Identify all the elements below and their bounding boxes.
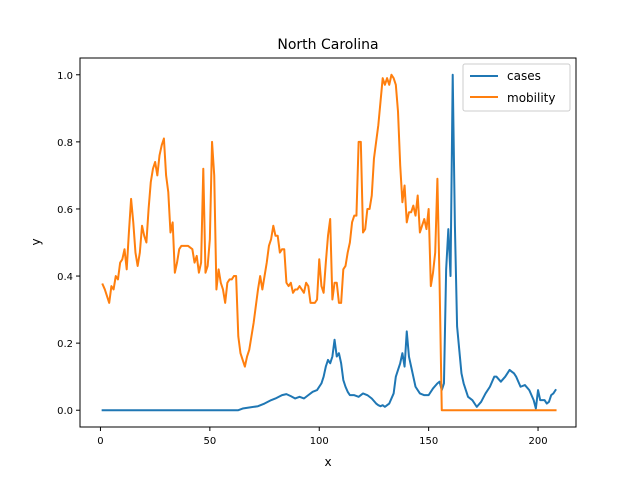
legend-label-cases: cases — [507, 69, 541, 83]
x-axis-label: x — [324, 455, 331, 469]
y-axis-label: y — [29, 238, 43, 245]
series-lines — [101, 73, 557, 412]
legend-label-mobility: mobility — [507, 91, 555, 105]
y-tick-label: 0.8 — [57, 138, 73, 149]
x-axis: 0 50 100 150 200 — [97, 427, 548, 447]
y-tick-label: 0.2 — [57, 339, 73, 350]
x-tick-label: 100 — [310, 436, 329, 447]
y-tick-label: 0.0 — [57, 406, 73, 417]
x-tick-label: 200 — [528, 436, 547, 447]
y-tick-label: 0.4 — [57, 272, 73, 283]
x-tick-label: 50 — [203, 436, 216, 447]
y-tick-label: 1.0 — [57, 71, 73, 82]
series-line-cases — [101, 73, 557, 412]
legend: cases mobility — [462, 63, 571, 112]
x-tick-label: 0 — [97, 436, 103, 447]
series-line-mobility — [101, 73, 557, 412]
chart-title: North Carolina — [277, 37, 378, 53]
x-tick-label: 150 — [419, 436, 438, 447]
y-axis: 0.0 0.2 0.4 0.6 0.8 1.0 — [57, 71, 80, 417]
plot-frame — [79, 57, 577, 428]
y-tick-label: 0.6 — [57, 205, 73, 216]
plot-area — [79, 57, 577, 428]
